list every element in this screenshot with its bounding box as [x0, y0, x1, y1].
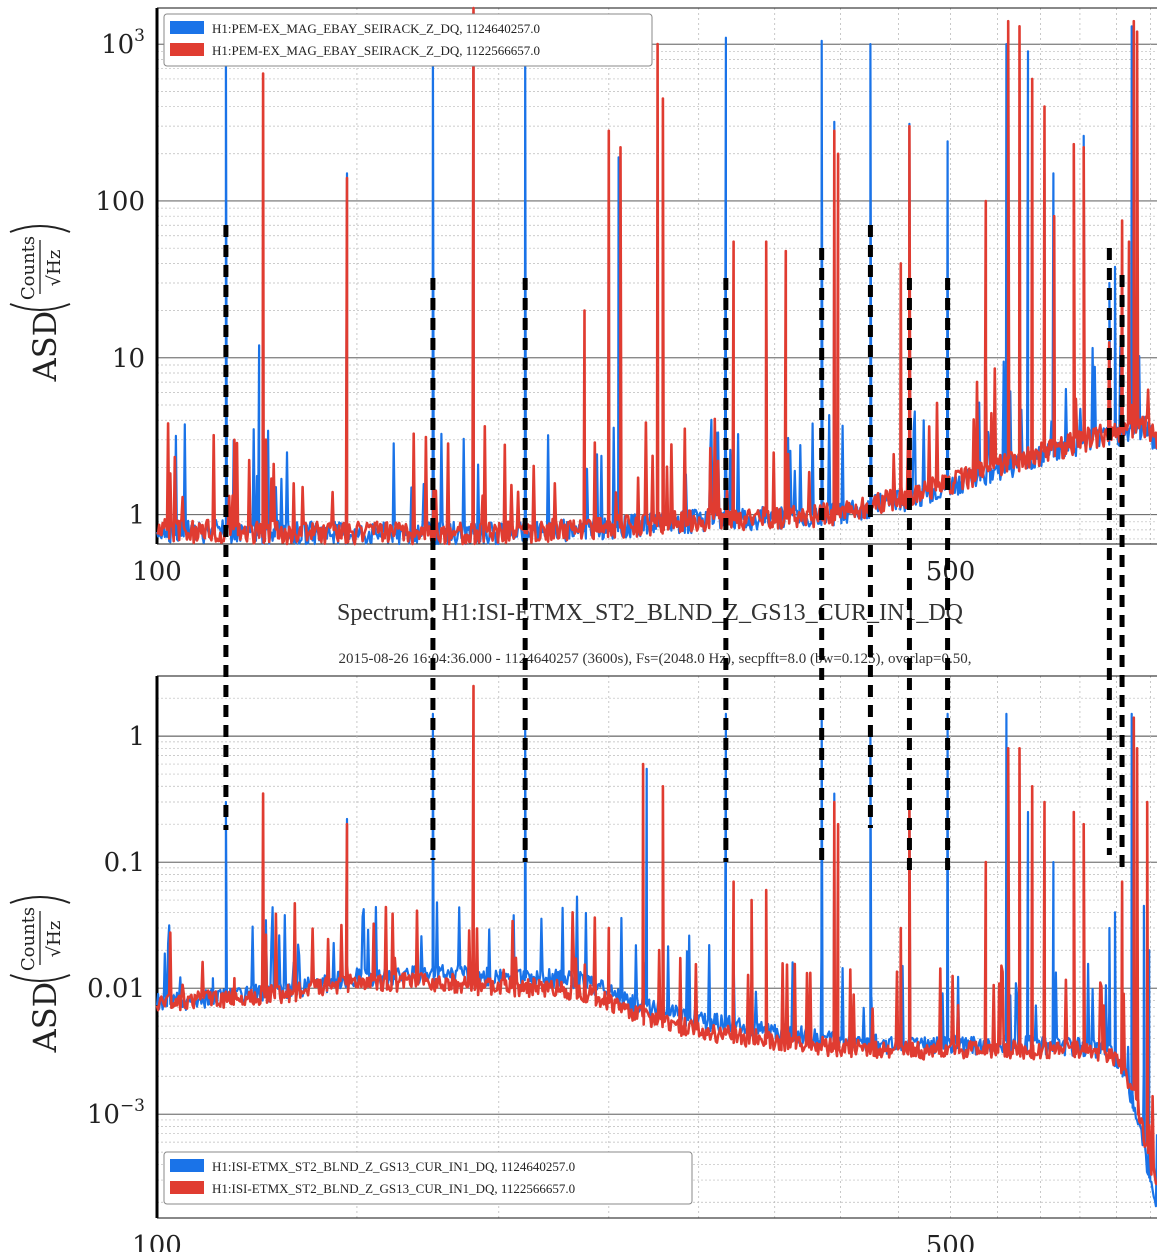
x-tick-label: 500 — [926, 557, 976, 587]
series-line-red — [156, 6, 1157, 546]
y-tick-label: 1 — [128, 501, 145, 531]
y-label-paren-right — [9, 896, 71, 904]
y-label-paren-left — [9, 303, 71, 311]
top-panel: 1 10 100 103 100 500 ASD Counts √Hz H1:PEM-EX_MAG… — [9, 6, 1157, 587]
y-label-numerator: Counts — [18, 907, 39, 971]
x-tick-label: 100 — [132, 557, 182, 587]
chart-subtitle: 2015-08-26 16:04:36.000 - 1124640257 (36… — [339, 651, 972, 667]
y-label-paren-left — [9, 974, 71, 982]
legend-entry: H1:ISI-ETMX_ST2_BLND_Z_GS13_CUR_IN1_DQ, … — [212, 1181, 575, 1196]
x-tick-label: 100 — [132, 1231, 182, 1252]
legend-swatch-red — [170, 1181, 204, 1194]
legend-swatch-red — [170, 43, 204, 56]
legend-entry: H1:PEM-EX_MAG_EBAY_SEIRACK_Z_DQ, 1124640… — [212, 21, 540, 36]
y-label-prefix: ASD — [26, 982, 64, 1054]
chart-title: Spectrum: H1:ISI-ETMX_ST2_BLND_Z_GS13_CU… — [337, 600, 963, 626]
y-label-numerator: Counts — [18, 236, 39, 300]
y-tick-label: 0.01 — [87, 974, 145, 1004]
y-label-prefix: ASD — [26, 311, 64, 383]
bottom-panel: 10−3 0.01 0.1 1 100 500 ASD Counts √Hz Spectrum: … — [9, 600, 1157, 1252]
legend-entry: H1:PEM-EX_MAG_EBAY_SEIRACK_Z_DQ, 1122566… — [212, 43, 540, 58]
legend: H1:ISI-ETMX_ST2_BLND_Z_GS13_CUR_IN1_DQ, … — [163, 1151, 693, 1205]
legend-entry: H1:ISI-ETMX_ST2_BLND_Z_GS13_CUR_IN1_DQ, … — [212, 1159, 575, 1174]
legend-swatch-blue — [170, 1159, 204, 1172]
y-tick-label: 103 — [101, 26, 145, 60]
series-line-red — [155, 684, 1157, 1186]
y-tick-label: 0.1 — [104, 848, 145, 878]
y-axis-label: ASD Counts √Hz — [9, 896, 71, 1054]
y-label-paren-right — [9, 225, 71, 233]
legend-box — [163, 1151, 693, 1205]
y-tick-label: 10 — [112, 344, 145, 374]
y-label-denominator: √Hz — [44, 921, 65, 958]
y-axis-label: ASD Counts √Hz — [9, 225, 71, 383]
legend: H1:PEM-EX_MAG_EBAY_SEIRACK_Z_DQ, 1124640… — [163, 13, 653, 67]
x-tick-label: 500 — [926, 1231, 976, 1252]
legend-box — [163, 13, 653, 67]
y-tick-label: 1 — [128, 722, 145, 752]
y-label-denominator: √Hz — [44, 250, 65, 287]
y-tick-label: 10−3 — [87, 1096, 145, 1130]
legend-swatch-blue — [170, 21, 204, 34]
harmonic-marker-lines — [223, 225, 1125, 872]
y-tick-label: 100 — [95, 187, 145, 217]
